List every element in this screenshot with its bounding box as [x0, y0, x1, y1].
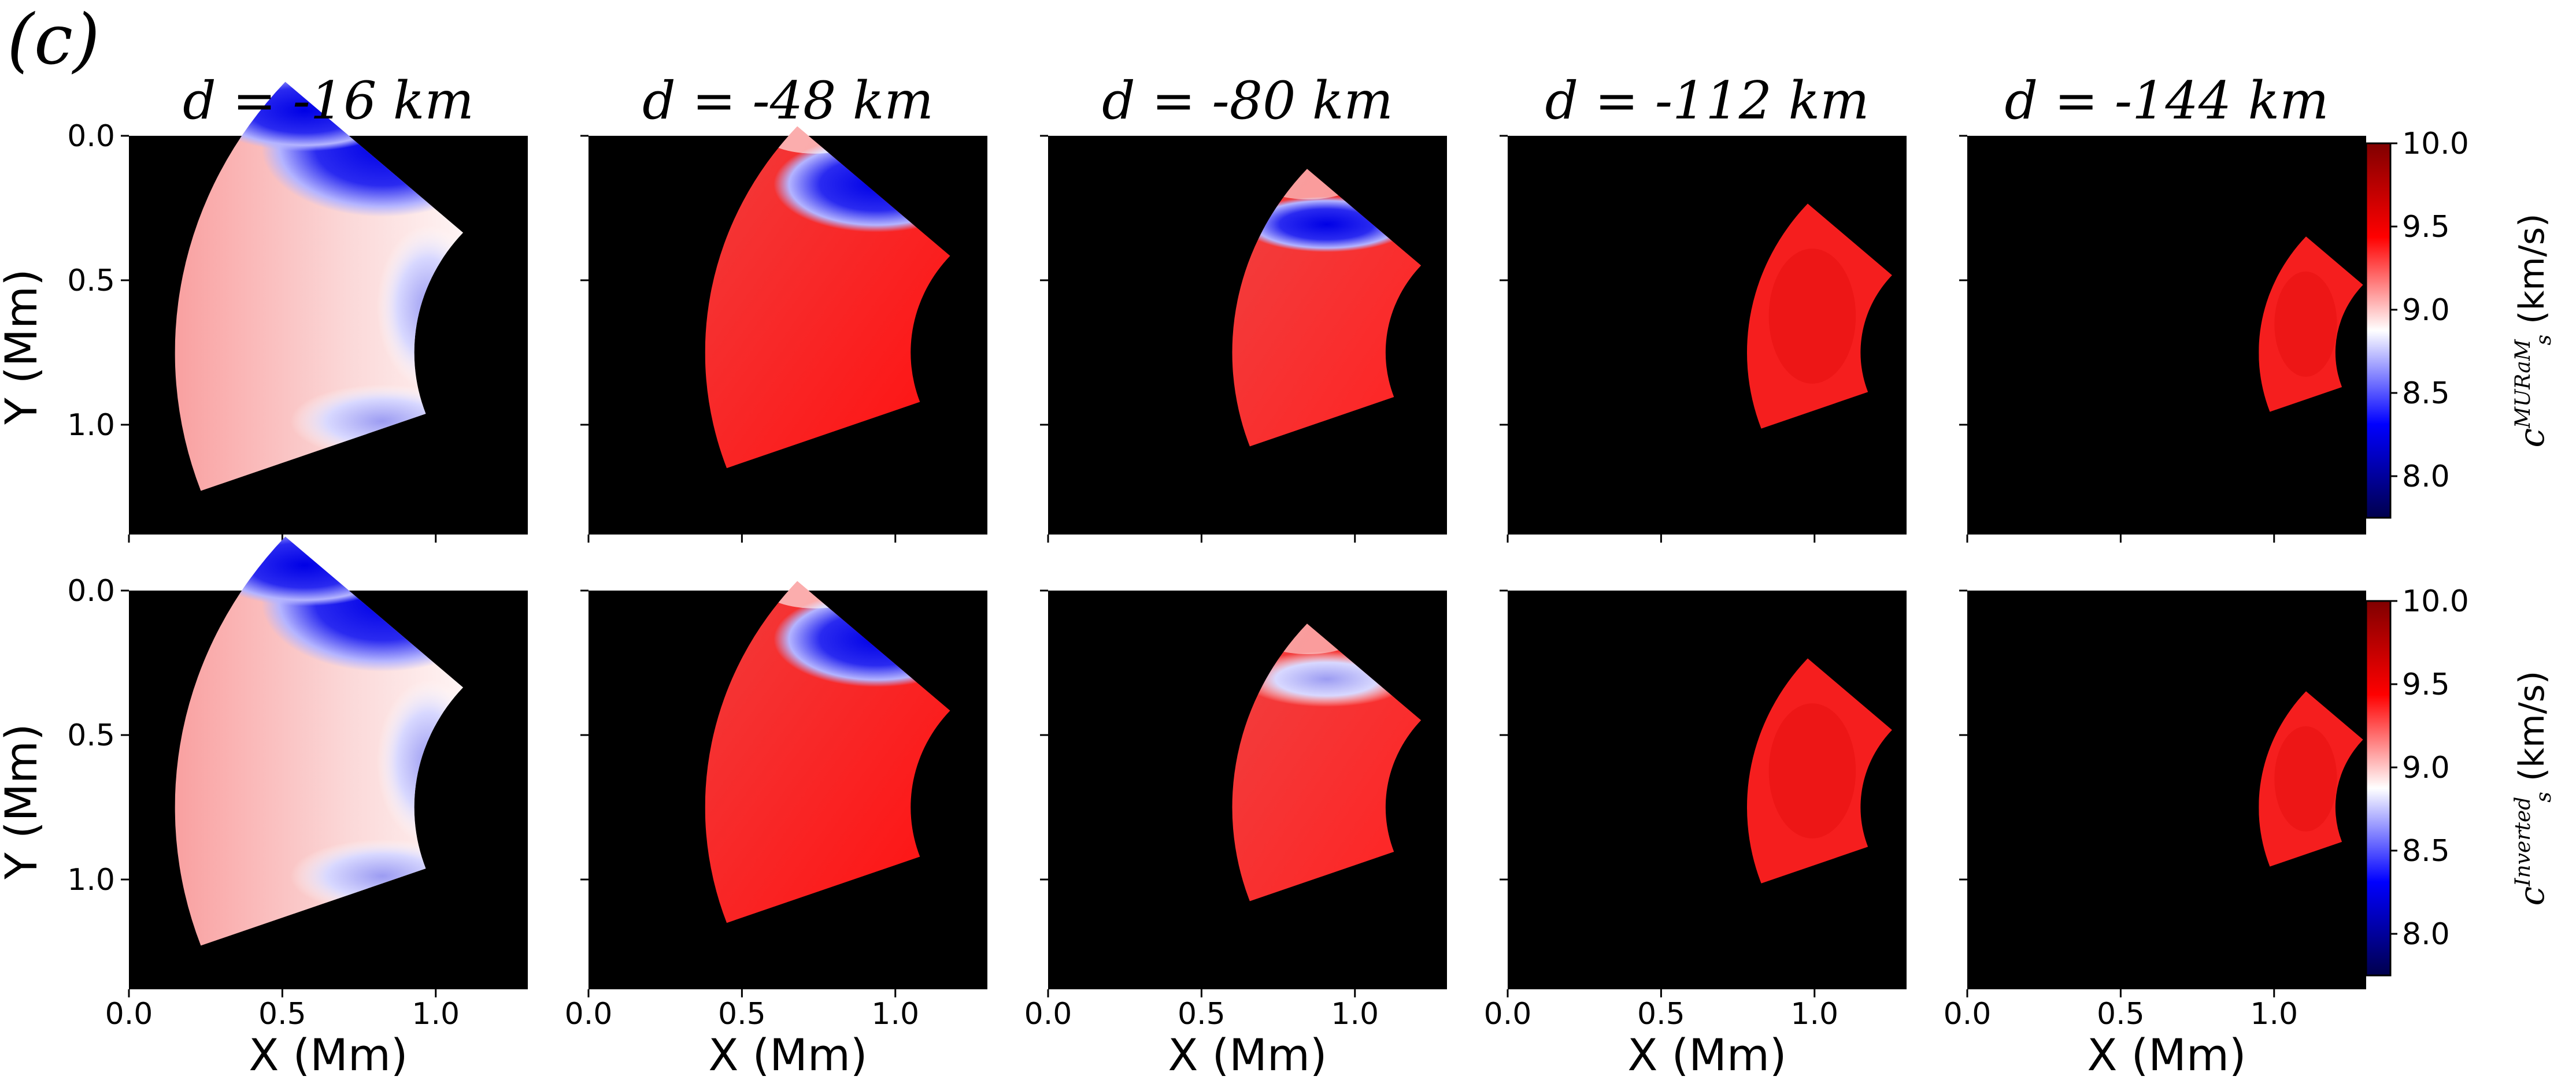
panel-muram-2	[580, 126, 987, 543]
panels-layer	[121, 81, 2397, 997]
colorbar-gradient	[2365, 142, 2392, 519]
y-tick-label: 0.5	[67, 264, 115, 298]
colorbar-tick-label: 9.0	[2402, 293, 2450, 328]
y-tick-label: 1.0	[67, 863, 115, 897]
colorbar-tick-label: 8.5	[2402, 834, 2450, 869]
x-tick-label: 0.0	[565, 997, 613, 1031]
region-core	[2274, 271, 2337, 377]
ticks	[1040, 135, 1356, 543]
y-axis-label: Y (Mm)	[0, 269, 47, 425]
panel-inverted-1	[121, 536, 528, 997]
x-tick-label: 0.0	[105, 997, 153, 1031]
y-tick-label: 0.0	[67, 574, 115, 608]
ticks	[1500, 589, 1816, 997]
colorbar-tick-label: 8.0	[2402, 459, 2450, 494]
panel-title: d = -144 km	[2005, 70, 2329, 131]
label-unit: (km/s)	[2512, 671, 2552, 781]
colorbar-tick-label: 9.5	[2402, 667, 2450, 702]
panel-title: d = -80 km	[1102, 70, 1393, 131]
ticks	[121, 589, 437, 997]
ticks	[580, 589, 897, 997]
colorbar-tick-label: 10.0	[2402, 127, 2469, 161]
x-axis-label: X (Mm)	[1168, 1029, 1327, 1081]
panel-title: d = -112 km	[1545, 70, 1870, 131]
x-tick-label: 1.0	[871, 997, 919, 1031]
x-axis-label: X (Mm)	[708, 1029, 867, 1081]
x-tick-label: 1.0	[412, 997, 460, 1031]
region-core	[2274, 726, 2337, 832]
colorbar-gradient	[2365, 600, 2392, 977]
x-axis-label: X (Mm)	[2087, 1029, 2246, 1081]
x-tick-label: 0.5	[718, 997, 766, 1031]
x-tick-label: 1.0	[1790, 997, 1838, 1031]
colorbar-muram	[2365, 142, 2397, 519]
y-tick-label: 1.0	[67, 408, 115, 443]
label-sup: MURaM	[2511, 339, 2535, 429]
y-tick-label: 0.5	[67, 718, 115, 753]
colorbar-inverted	[2365, 600, 2397, 977]
colorbar-label-text: cMURaMs (km/s)	[2511, 213, 2556, 447]
panel-inverted-4	[1500, 589, 1907, 997]
region-core	[1768, 248, 1856, 384]
panel-muram-5	[1959, 135, 2366, 543]
ticks	[1959, 589, 2275, 997]
panel-muram-1	[121, 81, 528, 543]
colorbar-tick-label: 10.0	[2402, 584, 2469, 619]
colorbar-tick-label: 9.0	[2402, 751, 2450, 785]
label-sub: s	[2532, 335, 2556, 345]
x-tick-label: 0.5	[258, 997, 306, 1031]
figure-label: (c)	[7, 0, 100, 80]
y-tick-label: 0.0	[67, 119, 115, 154]
x-tick-label: 0.0	[1484, 997, 1532, 1031]
x-tick-label: 0.5	[1637, 997, 1685, 1031]
colorbar-label-text: cInverteds (km/s)	[2511, 671, 2556, 906]
panel-inverted-2	[580, 581, 987, 997]
x-tick-label: 0.5	[2097, 997, 2145, 1031]
ticks	[1040, 589, 1356, 997]
x-tick-label: 0.5	[1178, 997, 1226, 1031]
x-tick-label: 0.0	[1024, 997, 1072, 1031]
region-core	[1768, 703, 1856, 838]
colorbar-label: cMURaMs (km/s)	[2511, 213, 2556, 447]
x-tick-label: 0.0	[1944, 997, 1992, 1031]
label-sub: s	[2532, 792, 2556, 802]
x-tick-label: 1.0	[2250, 997, 2298, 1031]
y-axis-label: Y (Mm)	[0, 723, 47, 880]
colorbar-tick-label: 8.5	[2402, 376, 2450, 411]
panel-title: d = -16 km	[183, 70, 474, 131]
ticks	[1500, 135, 1816, 543]
x-axis-label: X (Mm)	[1627, 1029, 1786, 1081]
panel-muram-4	[1500, 135, 1907, 543]
colorbar-tick-label: 9.5	[2402, 210, 2450, 244]
colorbar-label: cInverteds (km/s)	[2511, 671, 2556, 906]
panel-title: d = -48 km	[642, 70, 934, 131]
label-main: c	[2512, 886, 2552, 906]
x-axis-label: X (Mm)	[249, 1029, 408, 1081]
label-unit: (km/s)	[2512, 213, 2552, 324]
panel-inverted-5	[1959, 589, 2366, 997]
ticks	[1959, 135, 2275, 543]
label-sup: Inverted	[2511, 797, 2535, 887]
x-tick-label: 1.0	[1331, 997, 1379, 1031]
ticks	[121, 135, 437, 543]
panel-inverted-3	[1040, 589, 1447, 997]
label-main: c	[2512, 428, 2552, 448]
ticks	[580, 135, 897, 543]
colorbar-tick-label: 8.0	[2402, 917, 2450, 952]
panel-muram-3	[1040, 135, 1447, 543]
